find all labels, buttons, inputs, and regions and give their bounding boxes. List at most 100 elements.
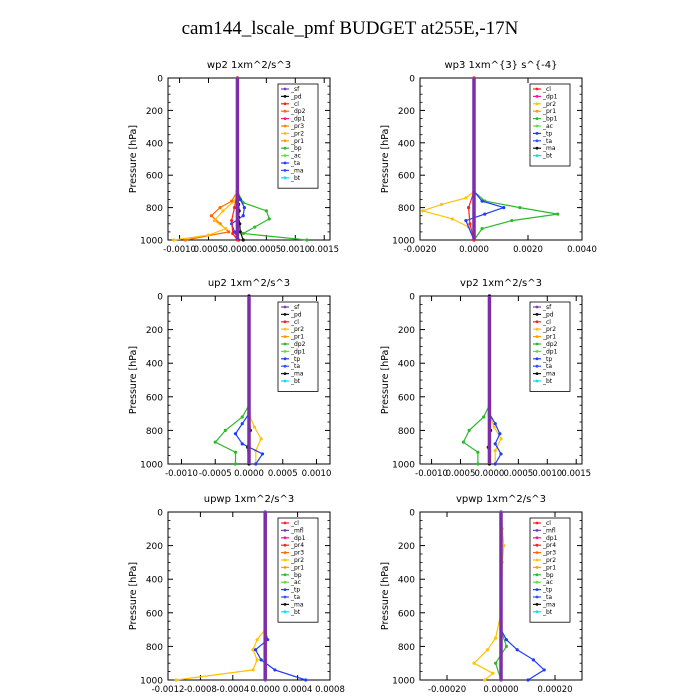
y-tick-label: 1000 (140, 677, 163, 687)
series-line-pr2 (248, 296, 262, 464)
data-point (206, 233, 211, 237)
legend-entry: _tp (542, 356, 552, 363)
legend-entry: _tp (290, 356, 300, 363)
data-point (494, 636, 498, 640)
legend-entry: _mfl (542, 527, 556, 534)
data-point (493, 422, 497, 426)
legend-entry: _pr1 (290, 564, 304, 571)
chart-panel-6: vpwp 1xm^2/s^3 Pressure [hPa] 0 200 400 600 80… (380, 494, 583, 695)
x-tick-label: 0.0005 (446, 469, 476, 479)
y-tick-label: 800 (146, 204, 163, 214)
data-point (491, 671, 495, 675)
y-tick-label: 600 (398, 172, 415, 182)
x-tick-label: 0.0000 (459, 245, 489, 255)
legend-marker (283, 379, 287, 383)
chart-panel-3: up2 1xm^2/s^3 Pressure [hPa] 0 200 400 600 800… (128, 278, 331, 479)
legend-marker (535, 529, 539, 532)
legend-marker (535, 610, 539, 614)
data-point (241, 231, 245, 236)
legend-entry: _pr1 (290, 334, 304, 341)
legend-marker (283, 102, 287, 106)
legend-entry: _bt (542, 153, 553, 160)
legend-entry: _cl (542, 319, 551, 326)
data-point (467, 428, 471, 432)
y-axis-label: Pressure [hPa] (128, 346, 139, 414)
legend-marker (283, 313, 287, 316)
legend-entry: _pr2 (542, 326, 556, 333)
data-point (472, 661, 476, 665)
x-tick-label: 0.0015 (561, 469, 591, 479)
legend-entry: _dp1 (542, 535, 558, 542)
legend-entry: _pr4 (542, 542, 556, 549)
legend-entry: _pd (542, 311, 554, 318)
legend-entry: _bt (542, 378, 553, 385)
y-tick-label: 400 (146, 576, 163, 586)
data-point (259, 658, 263, 662)
data-point (518, 206, 522, 210)
y-tick-label: 600 (146, 393, 163, 403)
legend-entry: _pr1 (542, 334, 556, 341)
legend-entry: _pd (290, 311, 302, 318)
data-point (510, 218, 514, 223)
legend-entry: _dp2 (290, 341, 306, 348)
data-point (498, 432, 502, 436)
y-tick-label: 1000 (392, 461, 415, 471)
legend-entry: _pr2 (290, 557, 304, 564)
series-line-pr2 (473, 511, 505, 681)
data-point (273, 668, 277, 672)
legend-marker (283, 109, 287, 113)
data-point (238, 197, 242, 202)
legend-marker (283, 543, 287, 547)
legend-marker (535, 372, 539, 375)
legend-marker (283, 558, 287, 562)
data-point (231, 231, 235, 236)
y-tick-label: 600 (398, 609, 415, 619)
legend-marker (535, 521, 539, 525)
data-point (264, 209, 268, 213)
legend-entry: _pr1 (542, 108, 556, 115)
data-point (499, 452, 503, 456)
x-tick-label: 0.0000 (223, 245, 253, 255)
x-tick-label: 0.0000 (234, 469, 264, 479)
data-point (483, 678, 487, 682)
y-axis-label: Pressure [hPa] (380, 346, 391, 414)
x-tick-label: -0.0004 (216, 685, 249, 695)
legend-entry: _pr3 (290, 123, 304, 130)
legend-entry: _pr3 (542, 550, 556, 557)
legend-marker (283, 573, 287, 577)
y-tick-label: 800 (398, 427, 415, 437)
legend-box (277, 301, 319, 392)
legend-entry: _bt (290, 378, 301, 385)
legend-entry: _pr2 (290, 130, 304, 137)
y-tick-label: 400 (146, 139, 163, 149)
legend-entry: _bt (290, 609, 301, 616)
data-point (251, 668, 255, 672)
data-point (504, 638, 508, 642)
y-tick-label: 200 (398, 326, 415, 336)
chart-title: vpwp 1xm^2/s^3 (456, 494, 546, 505)
legend-marker (283, 327, 287, 331)
legend-marker (535, 154, 539, 158)
y-tick-label: 0 (409, 293, 415, 303)
y-tick-label: 0 (409, 75, 415, 85)
data-point (253, 648, 258, 652)
legend-marker (283, 139, 287, 143)
chart-title: wp2 1xm^2/s^3 (207, 60, 291, 71)
legend-marker (535, 379, 539, 383)
data-point (502, 206, 506, 210)
data-point (492, 425, 496, 429)
legend-marker (535, 543, 539, 547)
data-point (502, 544, 506, 548)
legend-entry: _tp (542, 130, 552, 137)
data-point (421, 209, 425, 213)
data-point (253, 225, 257, 229)
legend-entry: _pr3 (290, 550, 304, 557)
y-tick-label: 600 (398, 393, 415, 403)
data-point (240, 422, 244, 426)
data-point (240, 442, 244, 446)
x-tick-label: 0.0008 (315, 685, 345, 695)
data-point (476, 462, 480, 466)
y-axis-label: Pressure [hPa] (128, 125, 139, 193)
legend-entry: _ma (290, 167, 304, 174)
legend-entry: _dp1 (290, 535, 306, 542)
